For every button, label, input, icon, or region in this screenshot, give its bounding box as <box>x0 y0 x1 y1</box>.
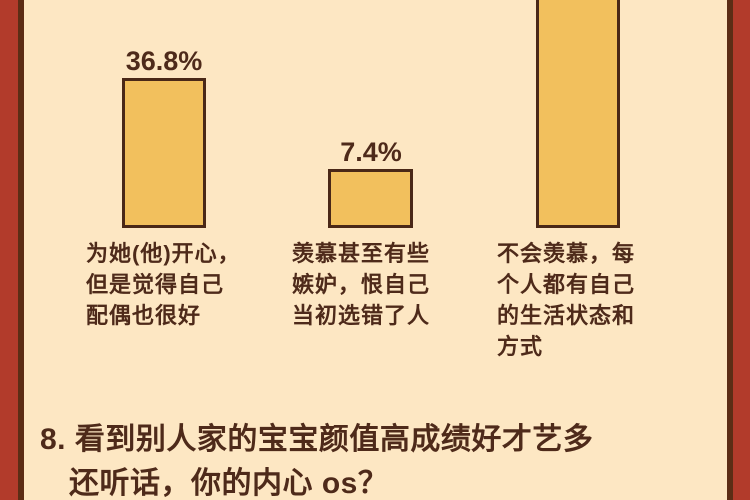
bar-1 <box>122 78 206 228</box>
category-line: 不会羡慕，每 <box>497 241 636 266</box>
bar-3 <box>536 0 620 228</box>
category-line: 个人都有自己 <box>497 272 636 297</box>
category-line: 配偶也很好 <box>86 303 202 328</box>
left-border-stripe <box>0 0 24 500</box>
category-line: 但是觉得自己 <box>86 272 225 297</box>
category-line: 方式 <box>497 334 544 359</box>
bar-2 <box>328 169 413 228</box>
category-line: 为她(他)开心， <box>86 241 241 266</box>
category-line: 嫉妒，恨自己 <box>292 272 431 297</box>
question-line-2: 还听话，你的内心 os？ <box>69 467 389 500</box>
question-line-1: 8. 看到别人家的宝宝颜值高成绩好才艺多 <box>40 423 594 456</box>
category-line: 羡慕甚至有些 <box>292 241 431 266</box>
category-line: 的生活状态和 <box>497 303 636 328</box>
bar-value-label-1: 36.8% <box>125 46 203 76</box>
category-line: 当初选错了人 <box>292 303 431 328</box>
bar-value-label-2: 7.4% <box>340 137 402 167</box>
bar-category-label-3: 不会羡慕，每 个人都有自己 的生活状态和 方式 <box>497 238 635 362</box>
question-heading: 8. 看到别人家的宝宝颜值高成绩好才艺多 还听话，你的内心 os？ <box>40 418 593 500</box>
bar-category-label-2: 羡慕甚至有些 嫉妒，恨自己 当初选错了人 <box>292 238 430 331</box>
bar-category-label-1: 为她(他)开心， 但是觉得自己 配偶也很好 <box>86 238 241 331</box>
right-border-stripe <box>727 0 750 500</box>
